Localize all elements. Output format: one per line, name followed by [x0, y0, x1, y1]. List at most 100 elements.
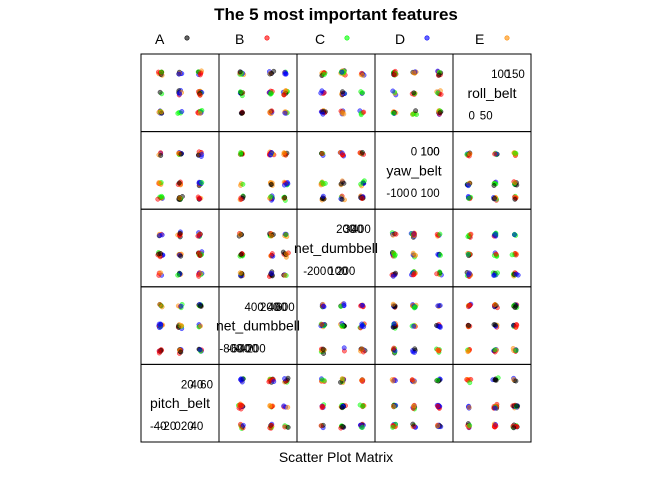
point [195, 272, 201, 277]
point [158, 109, 164, 115]
point [360, 403, 366, 409]
point [240, 422, 246, 428]
legend-label-A: A [155, 31, 165, 47]
point [176, 71, 182, 77]
point [360, 72, 366, 78]
point [197, 303, 203, 309]
point [339, 376, 345, 382]
point [465, 322, 471, 328]
point [319, 403, 325, 409]
point [197, 92, 203, 98]
tick-b-4-1: 40 [191, 379, 204, 391]
point [509, 252, 515, 258]
point [361, 178, 367, 184]
point [283, 88, 289, 93]
point [285, 404, 291, 410]
tick-a-4-2: 0 [174, 421, 180, 433]
legend-label-B: B [235, 31, 244, 47]
point [391, 321, 397, 327]
point [393, 231, 399, 237]
point [340, 152, 346, 158]
point [341, 302, 347, 308]
point [319, 377, 325, 383]
point [410, 250, 416, 256]
legend-marker-E [504, 35, 510, 41]
point [199, 152, 205, 157]
legend-label-E: E [475, 31, 484, 47]
point [282, 195, 288, 201]
tick-b-0-0: 100 [491, 69, 510, 81]
tick-a-3-0: -800 [219, 343, 242, 355]
point [340, 423, 346, 429]
tick-b-2-2: 400 [352, 224, 371, 236]
point [320, 181, 326, 187]
point [513, 348, 519, 354]
tick-b-4-2: 60 [200, 379, 213, 391]
point [157, 302, 163, 307]
point [178, 253, 184, 259]
point [411, 70, 417, 76]
panel-4-4 [452, 363, 532, 443]
tick-a-0-1: 50 [480, 111, 493, 123]
tick-b-3-1: 200 [260, 302, 279, 314]
point [158, 321, 164, 327]
variable-name-4: pitch_belt [150, 395, 210, 411]
point [465, 349, 471, 355]
point [339, 196, 345, 202]
point [391, 110, 397, 116]
point [360, 90, 366, 96]
point [512, 196, 518, 202]
point [359, 346, 365, 352]
point [359, 377, 365, 383]
point [267, 378, 273, 384]
tick-a-2-2: 100 [328, 266, 347, 278]
point [339, 405, 345, 411]
legend-marker-B [264, 35, 270, 41]
point [437, 324, 443, 330]
point [435, 347, 441, 353]
legend-marker-C [344, 35, 350, 41]
point [358, 181, 364, 187]
point [390, 378, 396, 384]
point [237, 231, 243, 237]
point [411, 403, 417, 409]
point [465, 183, 471, 189]
point [156, 251, 162, 257]
tick-a-2-1: 0 [327, 266, 333, 278]
variable-name-3: net_dumbbell [216, 318, 300, 334]
tick-b-3-0: 400 [245, 302, 264, 314]
tick-a-4-3: 20 [181, 421, 194, 433]
point [391, 404, 396, 409]
point [359, 149, 365, 155]
tick-a-1-1: 0 [411, 188, 417, 200]
point [197, 196, 203, 202]
point [237, 402, 243, 408]
point [391, 345, 397, 351]
point [320, 346, 326, 352]
point [267, 109, 273, 115]
point [269, 271, 275, 276]
tick-a-4-0: -40 [150, 421, 167, 433]
point [465, 251, 471, 257]
point [409, 377, 415, 383]
point [240, 181, 246, 187]
point [390, 301, 396, 307]
point [492, 195, 497, 201]
point [511, 425, 517, 431]
point [237, 89, 243, 95]
point [175, 272, 181, 278]
point [268, 233, 274, 239]
point [179, 109, 185, 114]
variable-name-1: yaw_belt [386, 162, 441, 178]
point [492, 422, 498, 428]
point [199, 180, 205, 185]
point [390, 424, 396, 430]
point [339, 69, 345, 75]
point [268, 182, 274, 188]
tick-b-1-2: 100 [421, 147, 440, 159]
point [411, 90, 417, 96]
tick-b-1-1: 0 [411, 147, 417, 159]
point [514, 403, 520, 409]
point [467, 380, 473, 386]
